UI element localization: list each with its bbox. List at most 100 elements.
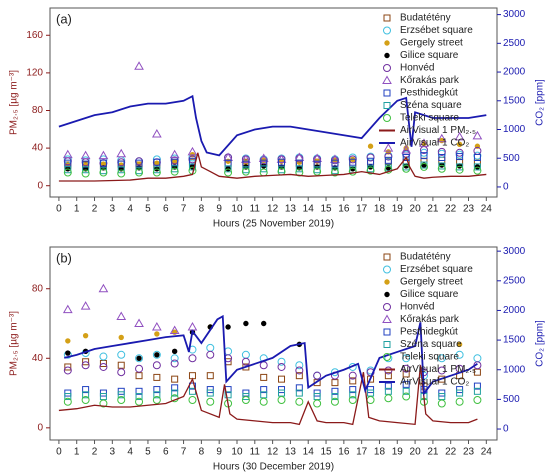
- y-tick-label: 0: [37, 422, 43, 433]
- y2-tick-label: 1500: [503, 335, 526, 346]
- x-tick-label: 17: [356, 204, 368, 215]
- x-tick-label: 23: [463, 204, 475, 215]
- marker: [384, 156, 392, 164]
- x-tick-label: 0: [56, 204, 62, 215]
- marker: [330, 154, 340, 163]
- x-tick-label: 21: [427, 447, 439, 458]
- marker: [260, 386, 268, 394]
- marker: [259, 168, 268, 177]
- marker: [187, 321, 198, 331]
- y2-tick-label: 3000: [503, 246, 526, 257]
- x-tick-label: 24: [481, 204, 493, 215]
- marker: [153, 386, 161, 394]
- marker: [81, 396, 90, 405]
- marker: [151, 128, 162, 138]
- x-axis-title: Hours (30 December 2019): [213, 462, 334, 473]
- marker: [206, 389, 214, 397]
- marker: [152, 168, 161, 177]
- legend-swatch: [383, 328, 391, 336]
- marker: [117, 166, 125, 174]
- marker: [330, 168, 339, 177]
- marker: [455, 148, 464, 157]
- marker: [456, 153, 464, 161]
- x-tick-label: 10: [231, 447, 243, 458]
- legend-swatch: [383, 114, 391, 122]
- legend-swatch: [383, 89, 391, 97]
- legend-swatch: [383, 353, 391, 361]
- x-tick-label: 7: [181, 204, 187, 215]
- x-tick-label: 10: [231, 204, 243, 215]
- y-axis-title: PM₂.₅ [µg m⁻³]: [9, 70, 20, 135]
- marker: [170, 167, 179, 176]
- marker: [366, 153, 375, 162]
- y2-tick-label: 3000: [503, 9, 526, 20]
- marker: [437, 399, 446, 408]
- marker: [295, 397, 304, 406]
- y-tick-label: 160: [26, 30, 43, 41]
- marker: [259, 361, 268, 370]
- x-tick-label: 18: [374, 447, 386, 458]
- legend-label: AirVisual 1 PM₂.₅: [400, 125, 476, 136]
- marker: [117, 368, 126, 377]
- marker: [295, 165, 303, 173]
- legend-label: Gilice square: [400, 50, 459, 61]
- marker: [313, 399, 322, 408]
- y2-tick-label: 2000: [503, 305, 526, 316]
- legend-label: AirVisual 1 PM₂.₅: [400, 364, 476, 375]
- x-tick-label: 12: [267, 204, 279, 215]
- x-tick-label: 18: [374, 204, 386, 215]
- marker: [455, 397, 464, 406]
- marker: [134, 318, 144, 328]
- marker: [135, 397, 144, 406]
- marker: [241, 357, 250, 366]
- legend-label: Pesthidegkút: [400, 88, 458, 99]
- marker: [82, 332, 89, 339]
- marker: [241, 167, 250, 176]
- marker: [330, 397, 339, 406]
- x-tick-label: 6: [163, 447, 169, 458]
- marker: [241, 154, 251, 163]
- y2-tick-label: 1000: [503, 124, 526, 135]
- marker: [135, 168, 144, 177]
- legend-label: Pesthidegkút: [400, 327, 458, 338]
- marker: [187, 146, 198, 156]
- x-tick-label: 4: [127, 447, 133, 458]
- legend-label: Teleki square: [400, 113, 459, 124]
- marker: [117, 350, 126, 359]
- marker: [473, 382, 481, 390]
- y2-tick-label: 0: [503, 182, 509, 193]
- marker: [135, 372, 143, 380]
- x-tick-label: 7: [181, 447, 187, 458]
- marker: [224, 165, 232, 173]
- marker: [135, 364, 144, 373]
- y2-tick-label: 500: [503, 153, 520, 164]
- marker: [188, 396, 197, 405]
- marker: [82, 391, 90, 399]
- x-tick-label: 6: [163, 204, 169, 215]
- marker: [151, 321, 162, 331]
- x-tick-label: 8: [199, 447, 205, 458]
- legend-label: Erzsébet square: [400, 264, 473, 275]
- marker: [260, 373, 268, 381]
- marker: [98, 283, 109, 293]
- marker: [171, 158, 179, 166]
- y-tick-label: 120: [26, 68, 43, 79]
- x-tick-label: 17: [356, 447, 368, 458]
- x-tick-label: 23: [463, 447, 475, 458]
- legend-swatch: [383, 64, 391, 72]
- marker: [136, 355, 142, 361]
- marker: [402, 370, 410, 378]
- marker: [348, 396, 357, 405]
- x-tick-label: 9: [216, 447, 222, 458]
- marker: [153, 373, 161, 381]
- legend-swatch: [383, 102, 391, 109]
- marker: [153, 166, 161, 174]
- marker: [63, 397, 72, 406]
- marker: [225, 324, 231, 330]
- marker: [62, 304, 73, 314]
- x-tick-label: 11: [250, 447, 261, 458]
- y2-axis-title: CO₂ [ppm]: [535, 320, 546, 367]
- marker: [278, 158, 286, 166]
- y-tick-label: 40: [32, 353, 44, 364]
- x-tick-label: 20: [410, 204, 422, 215]
